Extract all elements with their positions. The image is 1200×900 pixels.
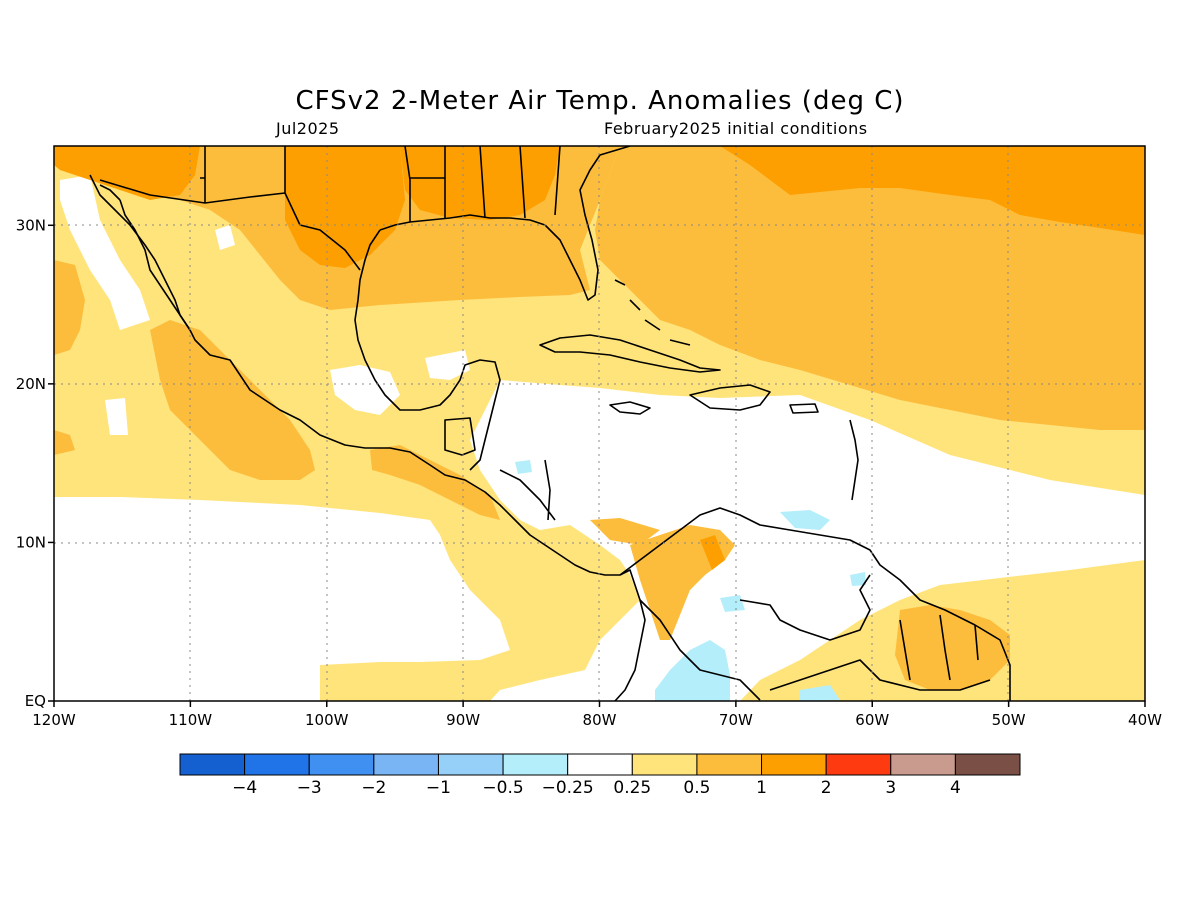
negative-small-2 bbox=[780, 510, 830, 530]
colorbar: −4 −3 −2 −1 −0.5 −0.25 0.25 0.5 1 2 3 4 bbox=[179, 753, 1021, 798]
lat-tick-label: 10N bbox=[16, 533, 46, 551]
mexico-pacific-coast bbox=[89, 174, 646, 701]
colorbar-swatch bbox=[761, 753, 827, 776]
colorbar-label: −4 bbox=[232, 778, 257, 798]
init-conditions-label: February2025 initial conditions bbox=[604, 119, 868, 138]
us-state-borders bbox=[200, 146, 561, 222]
valid-month-label: Jul2025 bbox=[276, 119, 340, 138]
colorbar-swatch bbox=[696, 753, 763, 776]
colorbar-swatch bbox=[437, 753, 504, 776]
moderate-guiana bbox=[895, 605, 1010, 690]
colombia-border bbox=[639, 599, 761, 701]
central-america-borders bbox=[444, 417, 556, 521]
gridlines bbox=[54, 146, 1145, 701]
colorbar-label: −0.5 bbox=[482, 778, 523, 798]
negative-small-3 bbox=[800, 685, 840, 701]
lesser-antilles bbox=[849, 419, 859, 501]
lon-tick-label: 50W bbox=[992, 711, 1026, 729]
cuba bbox=[539, 334, 721, 373]
near-zero-yucatan-east bbox=[425, 350, 470, 380]
lat-tick-label: 30N bbox=[16, 216, 46, 234]
lon-tick-label: 120W bbox=[32, 711, 76, 729]
strong-atlantic bbox=[720, 146, 1145, 235]
lon-tick-label: 60W bbox=[855, 711, 889, 729]
colorbar-label: −1 bbox=[426, 778, 451, 798]
us-mexico-border bbox=[99, 146, 361, 271]
negative-small-4 bbox=[515, 460, 532, 474]
lon-tick-label: 40W bbox=[1128, 711, 1162, 729]
moderate-gulf-strip bbox=[590, 518, 660, 545]
colorbar-label: −0.25 bbox=[542, 778, 594, 798]
bahamas bbox=[614, 279, 691, 346]
puerto-rico bbox=[789, 403, 819, 414]
hispaniola bbox=[689, 384, 771, 411]
colorbar-label: 3 bbox=[885, 778, 896, 798]
colorbar-label: 0.5 bbox=[683, 778, 710, 798]
moderate-coast-west-2 bbox=[54, 430, 75, 455]
negative-small-1 bbox=[720, 595, 745, 612]
moderate-mexico-south bbox=[370, 445, 500, 520]
moderate-mexico-west bbox=[150, 320, 315, 480]
strong-mid-south bbox=[400, 146, 560, 220]
colorbar-swatch bbox=[179, 753, 246, 776]
strong-colombia-patch bbox=[700, 535, 725, 570]
near-zero-baja-west bbox=[60, 175, 150, 330]
lon-tick-label: 70W bbox=[719, 711, 753, 729]
colorbar-swatch bbox=[567, 753, 633, 776]
lon-tick-label: 90W bbox=[446, 711, 480, 729]
us-gulf-coast bbox=[379, 146, 631, 301]
colorbar-swatch bbox=[631, 753, 698, 776]
near-zero-patch-small bbox=[105, 398, 128, 435]
negative-south-america bbox=[655, 640, 730, 701]
moderate-coast-west bbox=[54, 260, 85, 355]
anomaly-field bbox=[54, 146, 1145, 701]
colorbar-label: 2 bbox=[821, 778, 832, 798]
colorbar-label: −3 bbox=[297, 778, 322, 798]
coastlines bbox=[89, 146, 1011, 701]
lon-tick-label: 110W bbox=[169, 711, 213, 729]
near-zero-pacific bbox=[54, 497, 510, 701]
jamaica bbox=[609, 401, 651, 415]
colorbar-swatch bbox=[502, 753, 569, 776]
near-zero-mexico-patch bbox=[215, 225, 235, 250]
colorbar-swatch bbox=[308, 753, 375, 776]
colorbar-swatch bbox=[244, 753, 310, 776]
gulf-coast-mexico bbox=[354, 229, 501, 471]
lon-tick-label: 80W bbox=[583, 711, 617, 729]
colorbar-label: 4 bbox=[950, 778, 961, 798]
colorbar-swatch bbox=[954, 753, 1021, 776]
colorbar-swatch bbox=[890, 753, 956, 776]
colorbar-swatch bbox=[373, 753, 439, 776]
lat-tick-label: EQ bbox=[25, 692, 46, 710]
near-zero-caribbean bbox=[470, 380, 1145, 701]
brazil-border bbox=[769, 659, 991, 691]
colorbar-label: 1 bbox=[756, 778, 767, 798]
baja-peninsula bbox=[99, 184, 191, 331]
near-zero-yucatan bbox=[330, 365, 400, 415]
chart-title: CFSv2 2-Meter Air Temp. Anomalies (deg C… bbox=[295, 86, 905, 116]
negative-small-5 bbox=[850, 572, 866, 586]
lon-tick-label: 100W bbox=[305, 711, 349, 729]
latitude-axis: EQ 10N 20N 30N bbox=[16, 216, 54, 710]
lat-tick-label: 20N bbox=[16, 375, 46, 393]
south-america-north-coast bbox=[619, 507, 1011, 701]
colorbar-label: −2 bbox=[361, 778, 386, 798]
strong-northwest bbox=[54, 146, 200, 200]
colorbar-label: 0.25 bbox=[613, 778, 651, 798]
longitude-axis: 120W 110W 100W 90W 80W 70W 60W 50W 40W bbox=[32, 701, 1162, 729]
colorbar-swatch bbox=[825, 753, 892, 776]
venezuela-border bbox=[739, 574, 871, 641]
guiana-borders bbox=[899, 614, 979, 681]
